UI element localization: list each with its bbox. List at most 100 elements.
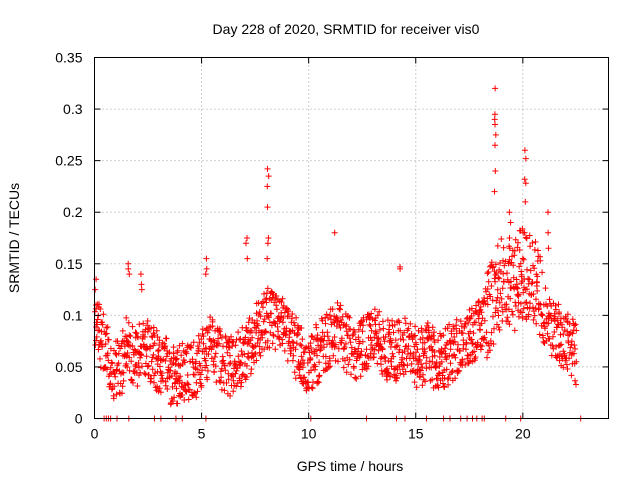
data-point — [413, 341, 420, 348]
data-point — [197, 371, 204, 378]
data-point — [552, 306, 559, 313]
data-point — [120, 377, 127, 384]
data-point — [150, 351, 157, 358]
data-point — [125, 265, 132, 272]
data-point — [224, 349, 231, 356]
data-point — [451, 334, 458, 340]
data-point — [572, 377, 578, 384]
data-point — [400, 361, 407, 368]
data-point — [323, 311, 330, 318]
x-axis-label: GPS time / hours — [297, 458, 404, 474]
data-point — [260, 304, 266, 311]
data-point — [124, 350, 131, 356]
data-point — [443, 366, 450, 373]
data-point — [540, 338, 547, 345]
data-point — [440, 332, 447, 339]
data-point — [255, 299, 262, 306]
data-point — [290, 352, 297, 359]
data-point — [522, 155, 529, 162]
data-point — [203, 255, 210, 262]
data-point — [493, 297, 500, 304]
data-point — [400, 336, 407, 343]
data-point — [199, 326, 206, 333]
data-point — [194, 366, 201, 373]
data-point — [234, 365, 241, 372]
data-point — [379, 345, 386, 352]
data-point — [289, 311, 296, 317]
data-point — [423, 354, 430, 361]
data-point — [503, 301, 510, 308]
data-point — [444, 376, 451, 382]
data-point — [462, 346, 469, 353]
data-point — [275, 328, 282, 335]
y-tick-label: 0.1 — [63, 307, 83, 323]
data-point — [484, 270, 491, 277]
data-point — [98, 337, 104, 344]
data-point — [314, 378, 321, 385]
data-point — [478, 309, 485, 316]
data-point — [261, 329, 268, 336]
data-point — [389, 350, 396, 357]
data-point — [104, 324, 111, 330]
data-point — [337, 324, 344, 331]
data-point — [331, 229, 338, 236]
data-point — [158, 370, 165, 377]
data-point — [171, 394, 178, 401]
data-point — [341, 345, 347, 352]
data-point — [492, 131, 499, 138]
data-point — [130, 379, 136, 386]
data-point — [556, 357, 563, 364]
data-point — [431, 329, 438, 336]
data-point — [138, 286, 145, 293]
data-point — [343, 321, 350, 328]
data-point — [184, 380, 191, 387]
data-point — [218, 365, 225, 372]
data-point — [409, 336, 416, 343]
data-point — [200, 333, 207, 340]
data-point — [394, 366, 401, 373]
data-point — [319, 317, 326, 324]
data-point — [140, 320, 147, 327]
data-point — [355, 345, 362, 352]
data-point — [428, 343, 435, 350]
data-point — [569, 316, 576, 323]
data-point — [522, 234, 529, 241]
data-point — [396, 319, 403, 326]
data-point — [490, 313, 496, 320]
data-point — [504, 314, 511, 321]
data-point — [200, 340, 207, 347]
data-point — [144, 363, 151, 370]
data-point — [371, 334, 378, 341]
data-point — [126, 332, 133, 339]
data-point — [533, 320, 540, 327]
data-point — [221, 387, 228, 394]
data-point — [334, 299, 341, 306]
data-point — [465, 319, 472, 326]
y-axis-label: SRMTID / TECUs — [6, 183, 22, 293]
data-point — [571, 342, 578, 349]
data-point — [376, 326, 383, 333]
data-point — [397, 370, 404, 377]
data-point — [196, 376, 203, 383]
data-point — [132, 329, 139, 336]
data-point — [570, 350, 577, 357]
data-point — [157, 389, 164, 396]
data-point — [337, 302, 344, 309]
data-point — [273, 306, 280, 313]
data-point — [348, 344, 355, 351]
data-point — [185, 381, 192, 388]
data-point — [351, 329, 358, 335]
data-point — [385, 369, 391, 376]
data-point — [321, 344, 327, 351]
data-point — [289, 338, 296, 345]
data-point — [353, 375, 360, 382]
data-point — [264, 255, 271, 262]
data-point — [561, 350, 568, 357]
data-point — [137, 369, 144, 376]
data-point — [281, 309, 288, 316]
data-point — [531, 312, 538, 319]
data-point — [359, 338, 366, 345]
data-point — [145, 362, 152, 369]
data-point — [445, 375, 452, 381]
y-tick-label: 0.3 — [63, 101, 83, 117]
